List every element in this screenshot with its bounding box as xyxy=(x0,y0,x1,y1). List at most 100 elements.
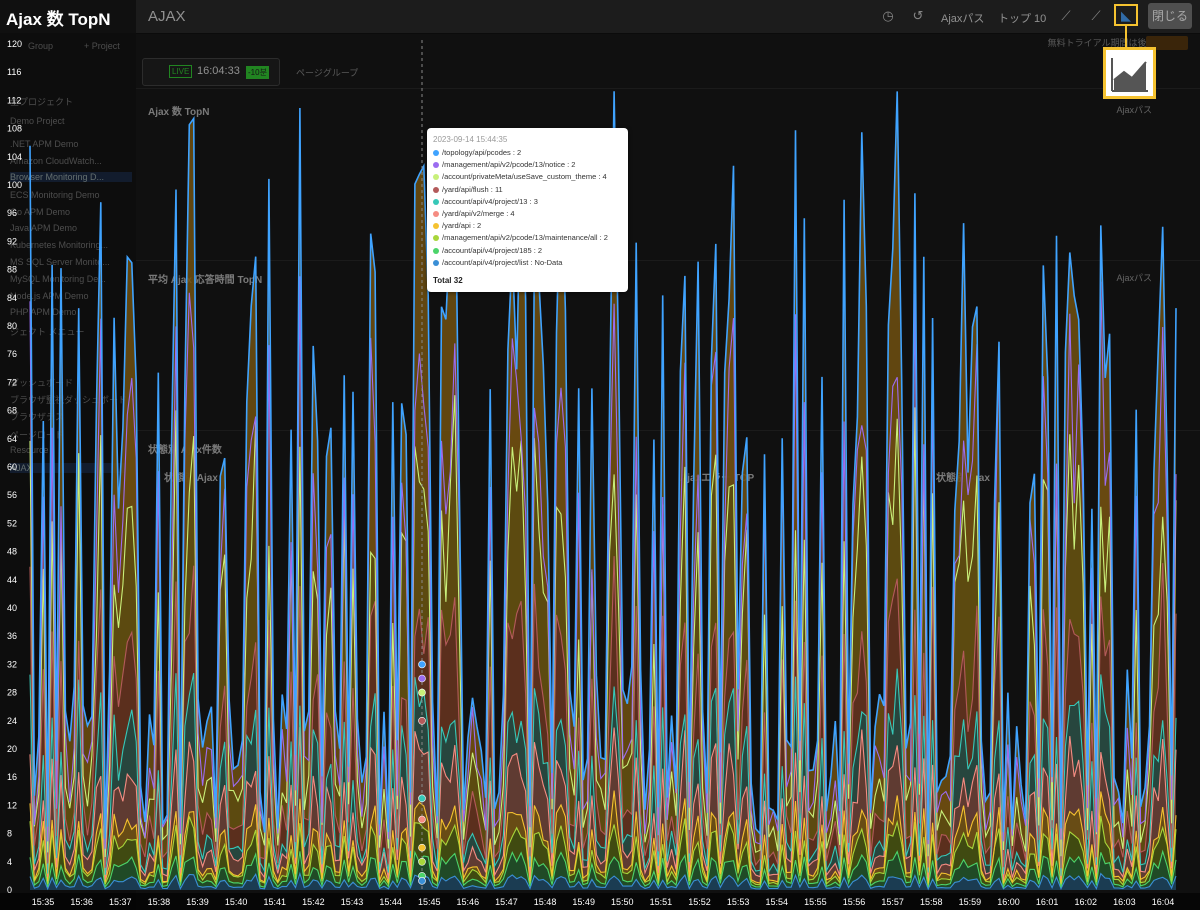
y-tick-label: 92 xyxy=(7,236,17,246)
ajax-path-selector[interactable]: Ajaxパス xyxy=(941,13,985,25)
menu-item-page-load[interactable]: ページロード xyxy=(10,430,64,440)
sidebar-project-7[interactable]: Kubernetes Monitoring... xyxy=(10,240,109,250)
menu-item-ajax[interactable]: AJAX xyxy=(10,463,132,473)
close-button[interactable]: 閉じる xyxy=(1148,3,1192,29)
x-tick-label: 15:53 xyxy=(727,897,750,907)
tooltip-row: /yard/api : 2 xyxy=(433,221,481,230)
y-tick-label: 36 xyxy=(7,631,17,641)
y-tick-label: 68 xyxy=(7,406,17,416)
x-tick-label: 15:58 xyxy=(920,897,943,907)
group-button[interactable]: Group xyxy=(28,41,54,51)
panel-selector[interactable]: Ajaxパス xyxy=(1116,105,1152,115)
series-line xyxy=(29,849,1177,889)
live-control[interactable]: LIVE 16:04:33 -10분 xyxy=(142,58,280,86)
x-tick-label: 15:40 xyxy=(225,897,248,907)
chart-tooltip: 2023-09-14 15:44:35 /topology/api/pcodes… xyxy=(427,128,628,292)
line-chart-alt-icon[interactable]: ⟋ xyxy=(1091,8,1101,23)
tooltip-row: /account/api/v4/project/13 : 3 xyxy=(433,197,538,206)
area-chart-callout xyxy=(1103,47,1156,99)
sidebar-project-6[interactable]: Java APM Demo xyxy=(10,223,78,233)
tooltip-row-label: /management/api/v2/pcode/13/notice : 2 xyxy=(442,160,576,170)
y-tick-label: 28 xyxy=(7,688,17,698)
tooltip-row-label: /account/api/v4/project/13 : 3 xyxy=(442,196,538,206)
panel-title: 平均 Ajax 応答時間 TopN xyxy=(148,275,263,286)
hover-point xyxy=(418,688,426,697)
x-axis: 15:35 15:36 15:37 15:38 15:39 15:40 15:41 15:42… xyxy=(0,893,1200,910)
clock-icon[interactable]: ◷ xyxy=(882,8,894,23)
hover-point xyxy=(418,794,426,803)
series-line xyxy=(29,727,1177,880)
tooltip-row-label: /yard/api : 2 xyxy=(442,221,482,231)
sidebar-project-0[interactable]: Demo Project xyxy=(10,116,65,126)
series-dot-icon xyxy=(433,150,439,157)
y-tick-label: 24 xyxy=(7,716,17,726)
menu-item-browser-dashboard[interactable]: ブラウザ監視ダッシュボード xyxy=(10,395,128,405)
trial-upgrade-button[interactable] xyxy=(1146,36,1188,50)
sidebar-project-3[interactable]: Browser Monitoring D... xyxy=(10,172,132,182)
x-tick-label: 15:38 xyxy=(148,897,171,907)
y-tick-label: 44 xyxy=(7,575,17,585)
page-title: AJAX xyxy=(148,8,186,25)
x-tick-label: 15:41 xyxy=(263,897,286,907)
tooltip-row-label: /yard/api/v2/merge : 4 xyxy=(442,209,515,218)
x-tick-label: 15:55 xyxy=(804,897,827,907)
tooltip-row: /account/api/v4/project/list : No-Data xyxy=(433,258,562,267)
y-tick-label: 0 xyxy=(7,885,12,895)
menu-item-resource[interactable]: Resource xyxy=(10,445,49,455)
x-tick-label: 15:57 xyxy=(881,897,904,907)
menu-item-dashboard[interactable]: ダッシュボード xyxy=(10,378,74,388)
tooltip-row: /account/api/v4/project/185 : 2 xyxy=(433,246,542,255)
y-tick-label: 40 xyxy=(7,603,17,613)
y-tick-label: 88 xyxy=(7,265,17,275)
y-tick-label: 32 xyxy=(7,659,17,669)
sidebar-project-2[interactable]: Amazon CloudWatch... xyxy=(10,156,102,166)
top-n-selector[interactable]: トップ 10 xyxy=(998,13,1047,25)
all-projects-label: 全プロジェクト xyxy=(10,97,74,107)
tooltip-row: /management/api/v2/pcode/13/notice : 2 xyxy=(433,160,575,169)
panel-ajax-count: Ajax 数 TopN Ajaxパス xyxy=(136,88,1200,261)
y-tick-label: 104 xyxy=(7,152,22,162)
sidebar-project-4[interactable]: ECS Monitoring Demo xyxy=(10,190,100,200)
page-group-selector[interactable]: ページグループ xyxy=(296,68,359,78)
x-tick-label: 15:43 xyxy=(341,897,364,907)
series-dot-icon xyxy=(433,259,439,266)
x-tick-label: 16:01 xyxy=(1036,897,1059,907)
y-tick-label: 12 xyxy=(7,800,17,810)
sidebar-project-9[interactable]: MySQL Monitoring De... xyxy=(10,274,106,284)
x-tick-label: 15:48 xyxy=(534,897,557,907)
chart-areas xyxy=(30,91,1176,891)
x-tick-label: 15:35 xyxy=(32,897,55,907)
sidebar-project-1[interactable]: .NET APM Demo xyxy=(10,139,79,149)
tooltip-total: Total 32 xyxy=(433,276,463,285)
y-tick-label: 80 xyxy=(7,321,17,331)
tooltip-row-label: /yard/api/flush : 11 xyxy=(442,184,503,194)
panel-ajax-response: 平均 Ajax 応答時間 TopN Ajaxパス xyxy=(136,260,1200,431)
tooltip-date: 2023-09-14 15:44:35 xyxy=(433,135,508,144)
panel-selector[interactable]: Ajaxパス xyxy=(1116,273,1152,283)
history-icon[interactable]: ↺ xyxy=(912,8,924,23)
sidebar-project-8[interactable]: MS SQL Server Monito... xyxy=(10,257,110,267)
sidebar-project-11[interactable]: PHP APM Demo xyxy=(10,307,77,317)
x-tick-label: 16:03 xyxy=(1113,897,1136,907)
live-range: -10분 xyxy=(246,66,269,79)
project-menu-title: ジェクト メニュー xyxy=(10,327,85,337)
menu-item-browser-test[interactable]: ブラウザテス xyxy=(10,412,65,422)
trial-notice: 無料トライアル期間は後 349日で xyxy=(1047,38,1182,48)
hover-point xyxy=(418,674,426,683)
x-tick-label: 15:51 xyxy=(650,897,673,907)
sidebar-project-10[interactable]: Node.js APM Demo xyxy=(10,291,89,301)
series-line xyxy=(29,91,1177,841)
add-project-button[interactable]: + Project xyxy=(84,41,120,51)
area-chart-icon[interactable]: ◣ xyxy=(1121,8,1131,23)
x-tick-label: 15:44 xyxy=(379,897,402,907)
sidebar-project-5[interactable]: Go APM Demo xyxy=(10,207,71,217)
y-tick-label: 64 xyxy=(7,434,17,444)
x-axis-band xyxy=(0,893,1200,910)
hover-point xyxy=(418,877,426,885)
hover-point xyxy=(418,716,426,725)
line-chart-icon[interactable]: ⟋ xyxy=(1061,8,1071,23)
x-tick-label: 15:47 xyxy=(495,897,518,907)
live-badge: LIVE xyxy=(169,65,193,78)
series-dot-icon xyxy=(433,186,439,193)
